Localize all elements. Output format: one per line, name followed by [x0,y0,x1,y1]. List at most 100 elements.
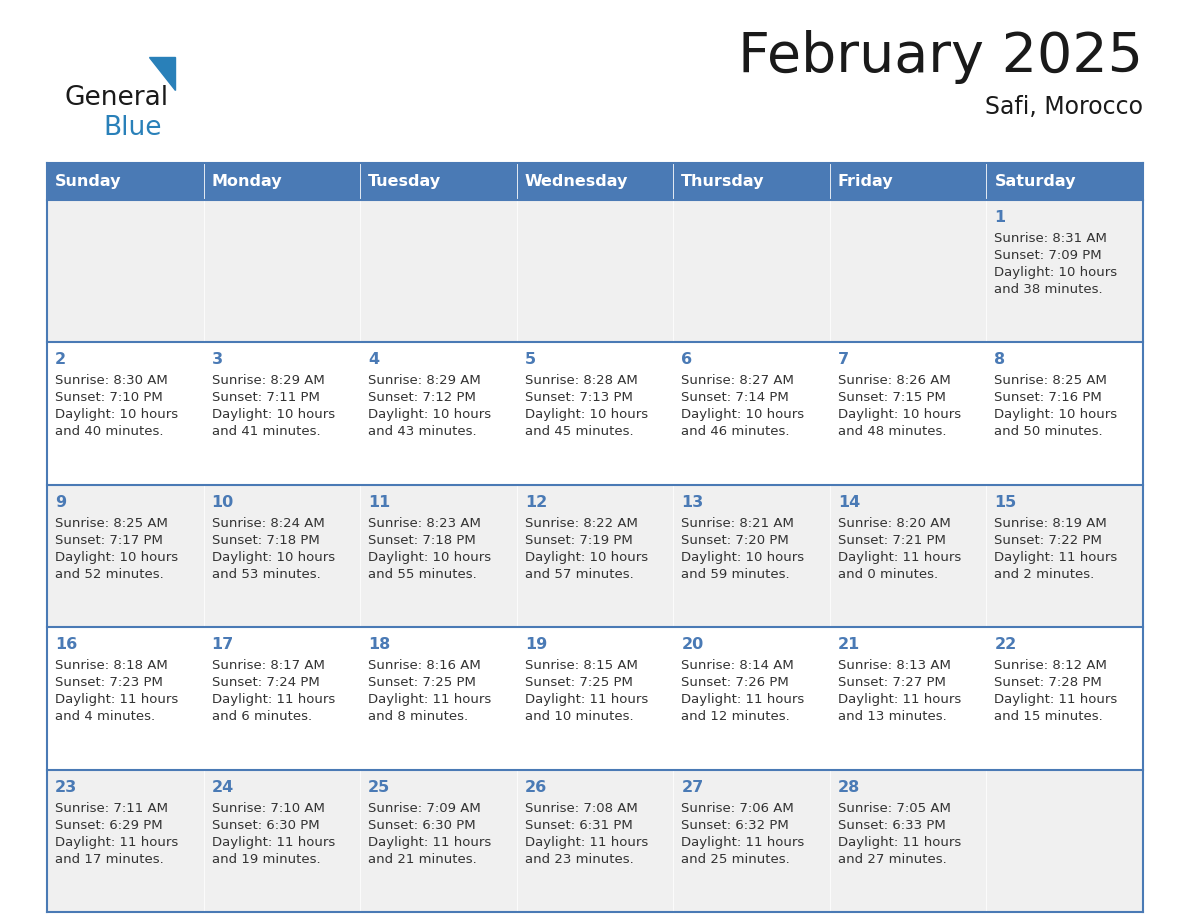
Text: Sunrise: 7:08 AM: Sunrise: 7:08 AM [525,801,638,814]
FancyBboxPatch shape [203,485,360,627]
Text: Daylight: 10 hours: Daylight: 10 hours [994,409,1118,421]
Text: Sunrise: 8:24 AM: Sunrise: 8:24 AM [211,517,324,530]
FancyBboxPatch shape [674,163,830,200]
Text: Daylight: 10 hours: Daylight: 10 hours [681,409,804,421]
Text: Daylight: 10 hours: Daylight: 10 hours [55,409,178,421]
Text: and 59 minutes.: and 59 minutes. [681,568,790,581]
Text: 8: 8 [994,353,1005,367]
Text: Thursday: Thursday [681,174,765,189]
Text: Sunrise: 8:25 AM: Sunrise: 8:25 AM [994,375,1107,387]
Text: Daylight: 10 hours: Daylight: 10 hours [994,266,1118,279]
Text: Sunset: 6:33 PM: Sunset: 6:33 PM [838,819,946,832]
Text: Sunrise: 8:20 AM: Sunrise: 8:20 AM [838,517,950,530]
Text: Sunrise: 8:12 AM: Sunrise: 8:12 AM [994,659,1107,672]
Text: 26: 26 [525,779,546,795]
Text: Sunrise: 8:31 AM: Sunrise: 8:31 AM [994,232,1107,245]
Text: and 4 minutes.: and 4 minutes. [55,711,156,723]
FancyBboxPatch shape [986,163,1143,200]
Text: Daylight: 10 hours: Daylight: 10 hours [681,551,804,564]
Text: Daylight: 10 hours: Daylight: 10 hours [55,551,178,564]
Text: Sunset: 7:24 PM: Sunset: 7:24 PM [211,677,320,689]
FancyBboxPatch shape [360,769,517,912]
FancyBboxPatch shape [674,342,830,485]
Text: Daylight: 11 hours: Daylight: 11 hours [838,693,961,706]
Text: Daylight: 11 hours: Daylight: 11 hours [525,835,647,848]
Text: Sunrise: 8:27 AM: Sunrise: 8:27 AM [681,375,794,387]
Text: Sunrise: 8:30 AM: Sunrise: 8:30 AM [55,375,168,387]
FancyBboxPatch shape [360,627,517,769]
Text: 3: 3 [211,353,222,367]
Text: Sunset: 7:21 PM: Sunset: 7:21 PM [838,533,946,547]
FancyBboxPatch shape [517,627,674,769]
FancyBboxPatch shape [517,163,674,200]
Text: and 43 minutes.: and 43 minutes. [368,425,476,439]
Text: Tuesday: Tuesday [368,174,441,189]
Text: Sunset: 7:19 PM: Sunset: 7:19 PM [525,533,632,547]
Text: and 15 minutes.: and 15 minutes. [994,711,1104,723]
Text: 24: 24 [211,779,234,795]
Text: and 40 minutes.: and 40 minutes. [55,425,164,439]
FancyBboxPatch shape [203,342,360,485]
Text: and 0 minutes.: and 0 minutes. [838,568,939,581]
Text: Sunrise: 8:15 AM: Sunrise: 8:15 AM [525,659,638,672]
Text: 16: 16 [55,637,77,652]
Text: 22: 22 [994,637,1017,652]
Text: and 48 minutes.: and 48 minutes. [838,425,947,439]
Text: and 23 minutes.: and 23 minutes. [525,853,633,866]
Text: and 41 minutes.: and 41 minutes. [211,425,321,439]
Text: Sunrise: 8:28 AM: Sunrise: 8:28 AM [525,375,638,387]
Text: Sunset: 7:16 PM: Sunset: 7:16 PM [994,391,1102,405]
Text: Sunrise: 8:25 AM: Sunrise: 8:25 AM [55,517,168,530]
Text: Saturday: Saturday [994,174,1076,189]
Text: 21: 21 [838,637,860,652]
Text: and 12 minutes.: and 12 minutes. [681,711,790,723]
Text: 23: 23 [55,779,77,795]
Text: 27: 27 [681,779,703,795]
Text: Safi, Morocco: Safi, Morocco [985,95,1143,119]
Text: Sunrise: 8:21 AM: Sunrise: 8:21 AM [681,517,794,530]
Text: Sunset: 6:31 PM: Sunset: 6:31 PM [525,819,632,832]
Text: Daylight: 10 hours: Daylight: 10 hours [525,409,647,421]
Text: Daylight: 11 hours: Daylight: 11 hours [681,835,804,848]
Text: Sunrise: 7:11 AM: Sunrise: 7:11 AM [55,801,168,814]
Text: and 21 minutes.: and 21 minutes. [368,853,476,866]
Text: 20: 20 [681,637,703,652]
FancyBboxPatch shape [830,342,986,485]
Text: and 8 minutes.: and 8 minutes. [368,711,468,723]
FancyBboxPatch shape [48,769,203,912]
Text: and 27 minutes.: and 27 minutes. [838,853,947,866]
Text: Daylight: 11 hours: Daylight: 11 hours [838,835,961,848]
Text: and 50 minutes.: and 50 minutes. [994,425,1102,439]
FancyBboxPatch shape [830,200,986,342]
Text: Daylight: 11 hours: Daylight: 11 hours [368,693,492,706]
Text: Sunset: 7:25 PM: Sunset: 7:25 PM [525,677,632,689]
FancyBboxPatch shape [360,163,517,200]
FancyBboxPatch shape [986,342,1143,485]
FancyBboxPatch shape [203,163,360,200]
Text: 17: 17 [211,637,234,652]
Text: Sunrise: 8:14 AM: Sunrise: 8:14 AM [681,659,794,672]
FancyBboxPatch shape [360,342,517,485]
Text: Sunset: 7:14 PM: Sunset: 7:14 PM [681,391,789,405]
Text: Sunrise: 8:16 AM: Sunrise: 8:16 AM [368,659,481,672]
Text: Sunset: 7:12 PM: Sunset: 7:12 PM [368,391,476,405]
FancyBboxPatch shape [48,163,203,200]
Text: Sunset: 6:30 PM: Sunset: 6:30 PM [368,819,475,832]
Text: Monday: Monday [211,174,283,189]
Text: Sunset: 7:22 PM: Sunset: 7:22 PM [994,533,1102,547]
Text: and 10 minutes.: and 10 minutes. [525,711,633,723]
Text: Daylight: 10 hours: Daylight: 10 hours [211,409,335,421]
Text: Daylight: 11 hours: Daylight: 11 hours [55,693,178,706]
FancyBboxPatch shape [48,485,203,627]
Text: 5: 5 [525,353,536,367]
Text: Friday: Friday [838,174,893,189]
FancyBboxPatch shape [517,769,674,912]
Text: Sunset: 7:28 PM: Sunset: 7:28 PM [994,677,1102,689]
Text: Sunset: 7:26 PM: Sunset: 7:26 PM [681,677,789,689]
Text: Sunset: 7:25 PM: Sunset: 7:25 PM [368,677,476,689]
Text: 6: 6 [681,353,693,367]
Text: 11: 11 [368,495,391,509]
Text: 25: 25 [368,779,391,795]
Text: 9: 9 [55,495,67,509]
Text: 28: 28 [838,779,860,795]
